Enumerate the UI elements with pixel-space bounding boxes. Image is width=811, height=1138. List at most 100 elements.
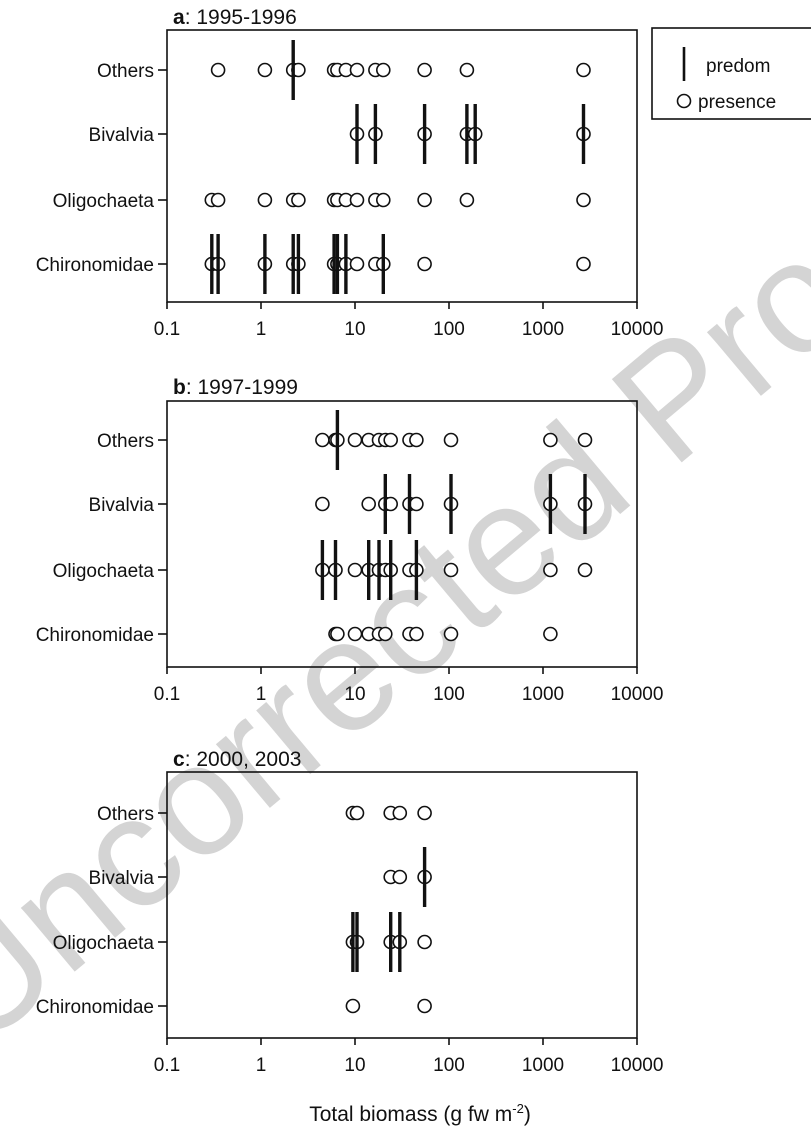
- presence-point: [347, 432, 363, 448]
- y-tick-label: Chironomidae: [36, 625, 154, 646]
- x-axis-title: Total biomass (g fw m-2): [309, 1101, 531, 1126]
- x-tick-label: 1: [256, 684, 267, 705]
- presence-point: [349, 192, 365, 208]
- presence-point: [417, 934, 432, 950]
- x-tick-label: 10: [344, 319, 365, 340]
- panel-c: c: 2000, 2003 0.1 1 10 100 1000 10000 Others Biv…: [36, 748, 664, 1076]
- panel-title: a: 1995-1996: [173, 6, 297, 29]
- presence-point: [443, 626, 459, 642]
- presence-point: [576, 192, 591, 208]
- presence-point: [257, 62, 273, 78]
- x-tick-label: 100: [433, 319, 465, 340]
- x-tick-label: 10000: [611, 319, 664, 340]
- legend-frame: [651, 27, 811, 120]
- x-tick-label: 1: [256, 319, 267, 340]
- presence-point: [576, 256, 591, 272]
- y-tick-label: Others: [97, 61, 154, 82]
- presence-point: [577, 432, 593, 448]
- presence-point: [347, 626, 363, 642]
- panel-b: b: 1997-1999 0.1 1 10 100 1000 10000 Others Biva…: [36, 376, 664, 705]
- x-tick-label: 0.1: [154, 684, 180, 705]
- x-tick-label: 1000: [522, 1055, 564, 1076]
- presence-point: [392, 805, 408, 821]
- plot-frame: [166, 771, 638, 1039]
- y-tick-label: Oligochaeta: [53, 191, 155, 212]
- x-axis-title-text: Total biomass (g fw m: [309, 1103, 512, 1126]
- presence-point: [291, 192, 306, 208]
- presence-point: [345, 998, 361, 1014]
- presence-point: [383, 432, 399, 448]
- y-tick-label: Bivalvia: [89, 125, 155, 146]
- panel-letter: a: [173, 6, 185, 29]
- legend-presence-label: presence: [698, 92, 776, 113]
- y-tick-label: Others: [97, 431, 154, 452]
- panel-title-text: : 2000, 2003: [185, 748, 302, 771]
- presence-point: [392, 869, 408, 885]
- x-axis-title-superscript: -2: [512, 1101, 524, 1116]
- panels: a: 1995-1996 0.1 1 10 100 1000 10000 Others Biva…: [36, 6, 664, 1076]
- presence-point: [459, 62, 475, 78]
- presence-point: [349, 805, 365, 821]
- y-tick-label: Oligochaeta: [53, 933, 155, 954]
- presence-point: [349, 62, 365, 78]
- panel-letter: c: [173, 748, 185, 771]
- presence-point: [257, 192, 273, 208]
- presence-point: [409, 496, 424, 512]
- panel-letter: b: [173, 376, 186, 399]
- presence-point: [417, 62, 432, 78]
- y-tick-label: Bivalvia: [89, 868, 155, 889]
- presence-point: [417, 256, 432, 272]
- presence-point: [417, 192, 432, 208]
- x-axis-title-close: ): [524, 1103, 531, 1126]
- presence-point: [543, 432, 558, 448]
- presence-point: [443, 432, 459, 448]
- panel-title: b: 1997-1999: [173, 376, 298, 399]
- presence-point: [577, 562, 593, 578]
- x-tick-label: 0.1: [154, 319, 180, 340]
- presence-point: [459, 192, 475, 208]
- x-tick-label: 10: [344, 1055, 365, 1076]
- presence-point: [576, 62, 591, 78]
- plot-frame: [166, 400, 638, 668]
- x-tick-label: 10000: [611, 1055, 664, 1076]
- panel-title-text: : 1997-1999: [186, 376, 298, 399]
- presence-point: [330, 626, 345, 642]
- presence-point: [210, 62, 226, 78]
- presence-point: [409, 432, 424, 448]
- presence-point: [210, 192, 226, 208]
- x-tick-label: 10: [344, 684, 365, 705]
- presence-point: [375, 192, 391, 208]
- presence-point: [409, 626, 424, 642]
- presence-point: [375, 62, 391, 78]
- presence-point: [417, 998, 432, 1014]
- y-tick-label: Oligochaeta: [53, 561, 155, 582]
- legend-predom-label: predom: [706, 56, 770, 77]
- presence-point: [417, 805, 432, 821]
- x-tick-label: 100: [433, 1055, 465, 1076]
- y-tick-label: Others: [97, 804, 154, 825]
- y-tick-label: Chironomidae: [36, 255, 154, 276]
- presence-point: [315, 432, 330, 448]
- panel-a: a: 1995-1996 0.1 1 10 100 1000 10000 Others Biva…: [36, 6, 664, 340]
- presence-point: [543, 562, 558, 578]
- presence-point: [349, 256, 365, 272]
- y-tick-label: Chironomidae: [36, 997, 154, 1018]
- panel-title-text: : 1995-1996: [185, 6, 297, 29]
- x-tick-label: 1000: [522, 684, 564, 705]
- presence-point: [377, 626, 393, 642]
- presence-point: [361, 496, 377, 512]
- panel-title: c: 2000, 2003: [173, 748, 301, 771]
- plot-frame: [166, 29, 638, 303]
- x-tick-label: 1000: [522, 319, 564, 340]
- y-tick-label: Bivalvia: [89, 495, 155, 516]
- x-tick-label: 1: [256, 1055, 267, 1076]
- legend-presence-symbol: [676, 93, 692, 109]
- presence-point: [315, 496, 330, 512]
- presence-point: [347, 562, 363, 578]
- x-tick-label: 0.1: [154, 1055, 180, 1076]
- x-tick-label: 10000: [611, 684, 664, 705]
- legend: predom presence: [651, 27, 811, 120]
- presence-point: [543, 626, 558, 642]
- presence-point: [443, 562, 459, 578]
